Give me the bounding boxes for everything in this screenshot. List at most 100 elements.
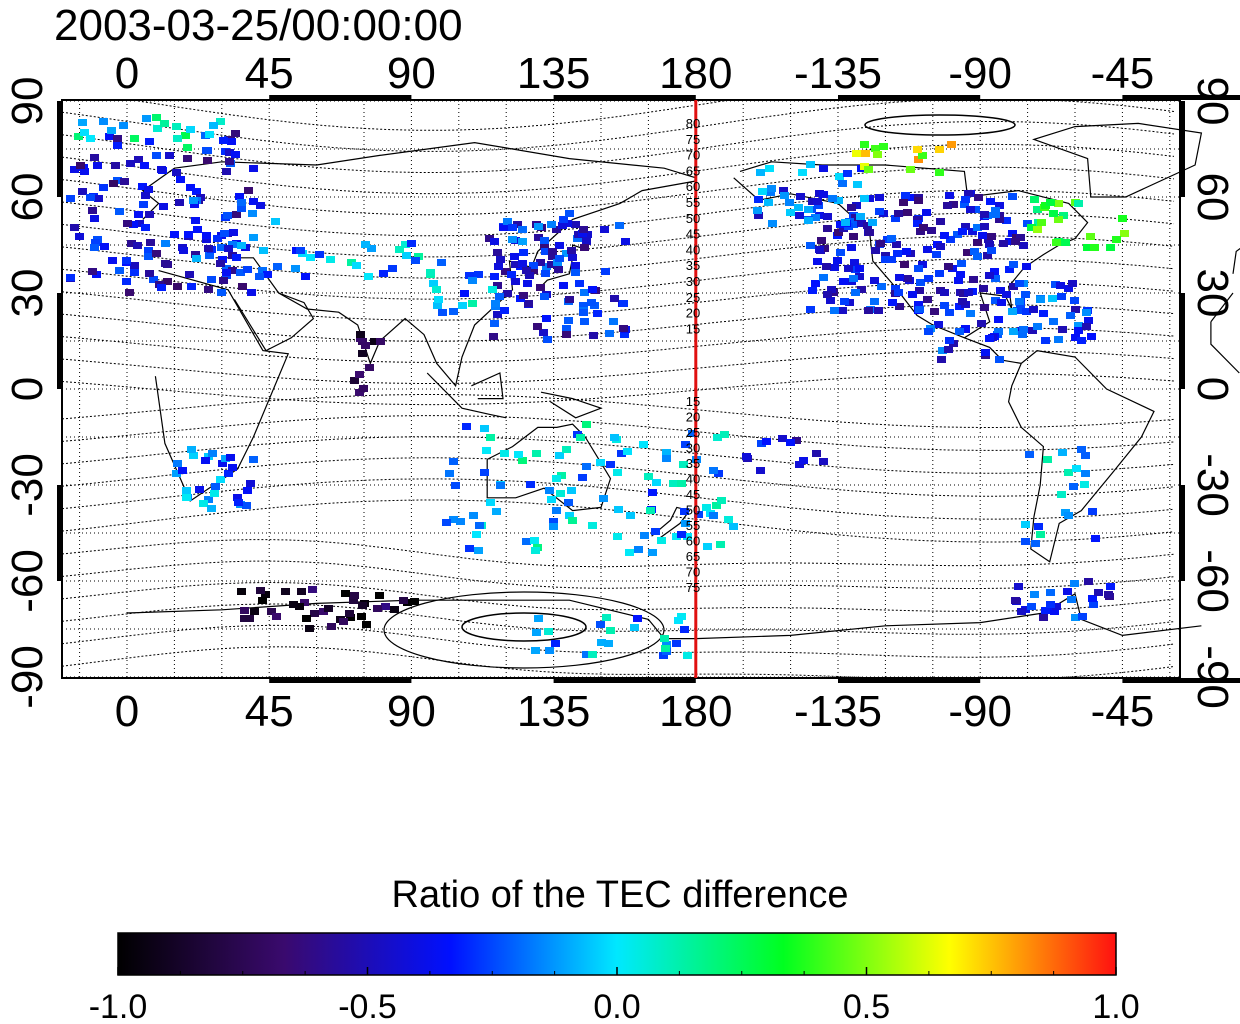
tec-cell [126, 160, 135, 167]
tec-cell [908, 291, 917, 298]
frame-bar-bottom [269, 678, 412, 683]
tec-cell [226, 454, 235, 461]
tec-cell [474, 271, 483, 278]
tec-cell [1002, 217, 1011, 224]
tec-cell [242, 502, 251, 509]
tec-cell [237, 588, 246, 595]
contour-label: 15 [686, 321, 700, 336]
tec-cell [1054, 336, 1063, 343]
tec-cell [891, 215, 900, 222]
tec-cell [78, 188, 87, 195]
tec-cell [90, 215, 99, 222]
tec-cell [662, 455, 671, 462]
tec-cell [249, 234, 258, 241]
contour-line [61, 624, 1175, 658]
tec-cell [240, 607, 249, 614]
tec-cell [1090, 244, 1099, 251]
tec-cell [694, 511, 703, 518]
tec-cell [493, 282, 502, 289]
tec-cell [1049, 318, 1058, 325]
tec-cell [173, 460, 182, 467]
tec-cell [927, 227, 936, 234]
tec-cell [1054, 200, 1063, 207]
tec-cell [1048, 295, 1057, 302]
tec-cell [613, 469, 622, 476]
tec-cell [493, 311, 502, 318]
frame-bar-bottom [1122, 678, 1240, 683]
map-title: 2003-03-25/00:00:00 [54, 1, 463, 50]
tec-cell [979, 285, 988, 292]
tec-cell [916, 228, 925, 235]
tec-cell [530, 537, 539, 544]
tec-cell [100, 243, 109, 250]
tec-cell [765, 165, 774, 172]
tec-cell [838, 180, 847, 187]
tec-cell [115, 267, 124, 274]
tec-cell [873, 151, 882, 158]
tec-cell [1008, 193, 1017, 200]
tec-cell [327, 623, 336, 630]
tec-cell [565, 210, 574, 217]
tec-cell [1016, 305, 1025, 312]
contour-label: 55 [686, 195, 700, 210]
tec-cell [536, 284, 545, 291]
tec-cell [201, 457, 210, 464]
tec-cell [680, 626, 689, 633]
tec-cell [820, 245, 829, 252]
tec-cell [949, 201, 958, 208]
tec-cell [567, 487, 576, 494]
tec-cell [935, 270, 944, 277]
tec-cell [355, 371, 364, 378]
tec-cell [300, 599, 309, 606]
tec-cell [999, 240, 1008, 247]
tec-cell [683, 652, 692, 659]
tec-cell [468, 300, 477, 307]
tec-cell [966, 310, 975, 317]
tec-cell [1081, 470, 1090, 477]
tec-cell [522, 538, 531, 545]
tec-cell [568, 254, 577, 261]
tec-cell [780, 192, 789, 199]
tec-cell [930, 308, 939, 315]
tec-cell [659, 652, 668, 659]
tec-cell [579, 226, 588, 233]
coastline [215, 180, 696, 388]
tec-cell [580, 289, 589, 296]
tec-cell [865, 229, 874, 236]
tec-cell [513, 221, 522, 228]
tec-cell [1064, 285, 1073, 292]
tec-cell [355, 389, 364, 396]
tec-cell [488, 286, 497, 293]
tec-cell [217, 289, 226, 296]
tec-cell [588, 651, 597, 658]
tec-cell [968, 228, 977, 235]
frame-bar-top [269, 95, 412, 100]
tec-cell [536, 259, 545, 266]
tec-cell [849, 275, 858, 282]
tec-cell [971, 206, 980, 213]
tec-cell [923, 246, 932, 253]
tec-cell [944, 263, 953, 270]
tec-cell [981, 349, 990, 356]
tec-cell [857, 220, 866, 227]
tec-cell [614, 506, 623, 513]
tec-cell [248, 210, 257, 217]
tec-cell [1083, 244, 1092, 251]
tec-cell [986, 198, 995, 205]
tec-cell [217, 244, 226, 251]
tec-cell [1008, 230, 1017, 237]
tec-cell [906, 166, 915, 173]
tec-cell [120, 178, 129, 185]
tec-cell [601, 268, 610, 275]
frame-bar-bottom [838, 678, 981, 683]
tec-cell [249, 456, 258, 463]
tec-cell [88, 268, 97, 275]
tec-cell [900, 261, 909, 268]
tec-cell [524, 300, 533, 307]
tec-cell [943, 202, 952, 209]
tec-cell [947, 141, 956, 148]
tec-cell [633, 615, 642, 622]
contour-line [61, 436, 1175, 474]
tec-cell [613, 533, 622, 540]
tec-cell [841, 219, 850, 226]
